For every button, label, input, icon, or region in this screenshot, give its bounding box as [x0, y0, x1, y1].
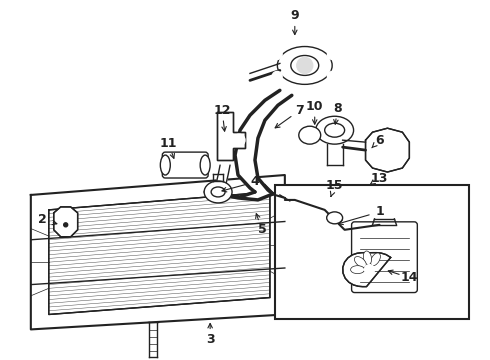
Text: 1: 1 [375, 205, 384, 219]
Text: 9: 9 [291, 9, 299, 22]
Ellipse shape [277, 46, 332, 84]
Text: 13: 13 [371, 171, 388, 185]
Text: 12: 12 [213, 104, 231, 117]
Circle shape [304, 129, 316, 141]
Text: 5: 5 [258, 223, 266, 236]
Bar [275, 185, 469, 319]
FancyBboxPatch shape [162, 152, 208, 178]
Polygon shape [235, 90, 292, 194]
Ellipse shape [364, 251, 371, 265]
Polygon shape [217, 112, 245, 160]
Text: 4: 4 [250, 175, 259, 189]
Circle shape [61, 220, 71, 230]
Text: 8: 8 [333, 102, 342, 115]
Circle shape [297, 58, 313, 73]
Circle shape [233, 134, 245, 146]
Ellipse shape [160, 155, 171, 175]
Ellipse shape [370, 253, 380, 266]
Ellipse shape [316, 116, 354, 144]
Polygon shape [343, 253, 391, 287]
Circle shape [327, 71, 337, 81]
Text: 11: 11 [160, 137, 177, 150]
Circle shape [272, 71, 282, 81]
Text: 7: 7 [295, 104, 304, 117]
Text: 10: 10 [306, 100, 323, 113]
Ellipse shape [204, 181, 232, 203]
Text: 15: 15 [326, 180, 343, 193]
Ellipse shape [299, 126, 321, 144]
Text: 3: 3 [206, 333, 215, 346]
Ellipse shape [291, 55, 318, 75]
Ellipse shape [211, 187, 225, 197]
Circle shape [327, 50, 337, 59]
Polygon shape [31, 175, 285, 329]
FancyBboxPatch shape [352, 222, 417, 293]
Ellipse shape [350, 266, 365, 274]
Circle shape [379, 142, 395, 158]
Polygon shape [54, 207, 77, 237]
Text: 2: 2 [38, 213, 47, 226]
Polygon shape [205, 192, 273, 200]
Ellipse shape [327, 212, 343, 224]
Ellipse shape [354, 257, 367, 267]
Polygon shape [49, 192, 270, 315]
Ellipse shape [325, 123, 344, 137]
Text: 6: 6 [375, 134, 384, 147]
Circle shape [272, 50, 282, 59]
Circle shape [64, 223, 68, 227]
Circle shape [365, 265, 374, 275]
Polygon shape [212, 165, 230, 198]
Text: 14: 14 [401, 271, 418, 284]
Ellipse shape [200, 155, 210, 175]
Polygon shape [366, 128, 409, 172]
